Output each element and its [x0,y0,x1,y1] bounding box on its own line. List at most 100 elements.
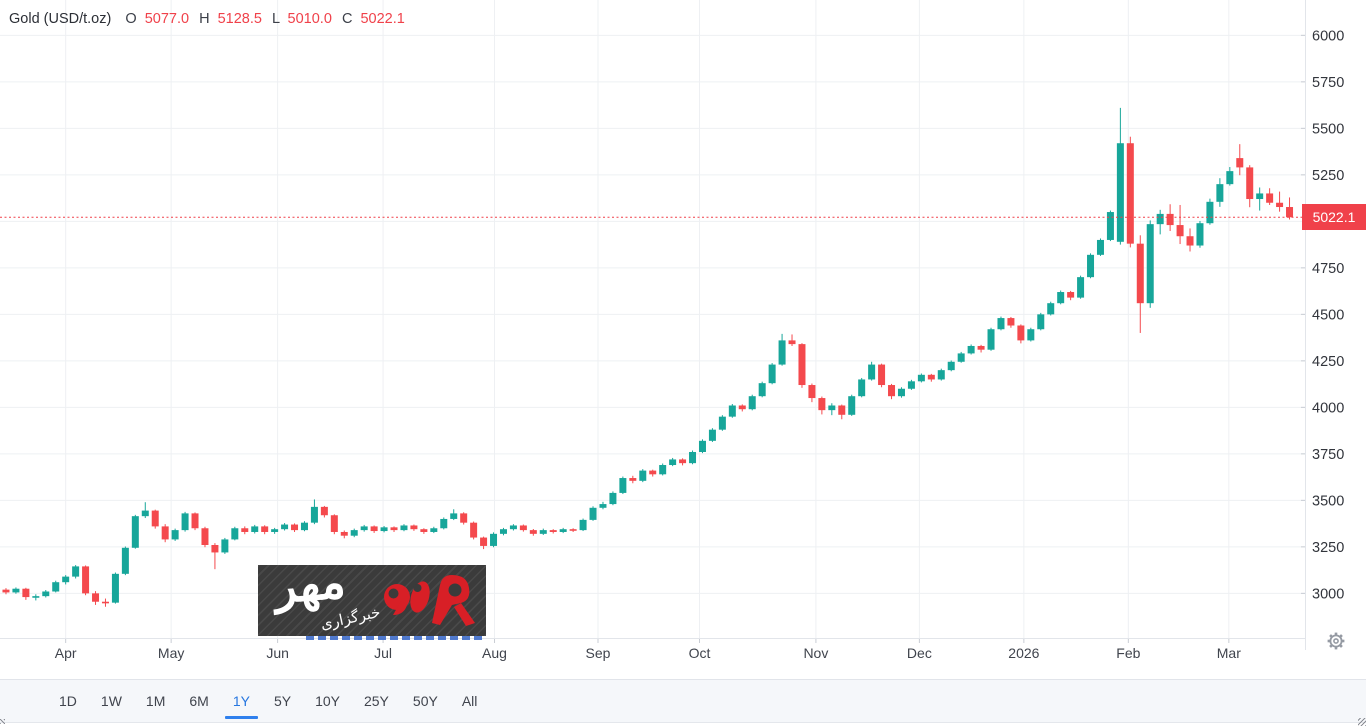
candle-body [490,533,498,546]
candle-body [1156,213,1164,225]
candle-body [1276,202,1284,208]
candle-body [131,516,139,548]
candle-body [569,529,577,531]
gear-icon[interactable] [1327,632,1345,650]
gear-ring [1329,634,1343,648]
candle-body [1047,303,1055,315]
price-tick-label: 3000 [1312,586,1344,602]
candle-body [888,385,896,397]
candle-body [1216,184,1224,202]
candle-body [2,589,10,593]
range-button-5y[interactable]: 5Y [262,680,303,722]
range-button-6m[interactable]: 6M [177,680,220,722]
range-button-1d[interactable]: 1D [47,680,89,722]
candle-body [718,416,726,430]
month-tick-label: Feb [1116,645,1140,661]
candle-body [788,340,796,345]
month-tick-label: Mar [1217,645,1241,661]
candle-body [251,526,259,532]
candle-body [1037,314,1045,330]
ohlc-legend: Gold (USD/t.oz) O 5077.0 H 5128.5 L 5010… [9,11,405,27]
candle-body [360,526,368,531]
candle-body [42,591,50,597]
month-tick-label: Aug [482,645,507,661]
candle-body [728,405,736,417]
candle-body [410,525,418,530]
candle-body [858,379,866,397]
candle-body [440,518,448,529]
candle-body [649,470,657,475]
candle-body [300,522,308,531]
candle-body [549,530,557,532]
candle-body [748,396,756,410]
candle-body [22,588,30,598]
candle-body [470,522,478,538]
candle-body [808,385,816,399]
candle-body [32,596,40,598]
range-button-25y[interactable]: 25Y [352,680,401,722]
range-button-50y[interactable]: 50Y [401,680,450,722]
candle-body [221,539,229,553]
candle-body [1146,224,1154,304]
range-button-1w[interactable]: 1W [89,680,134,722]
candle-body [1206,201,1214,224]
month-tick-label: May [158,645,184,661]
candle-body [878,364,886,386]
gear-hole [1333,638,1339,644]
price-tick-label: 3750 [1312,447,1344,463]
candle-body [310,506,318,523]
open-label: O [125,11,137,27]
candle-body [1116,143,1124,242]
candle-body [62,576,70,583]
month-tick-label: Nov [803,645,828,661]
candle-body [589,507,597,520]
candle-body [261,526,269,532]
resize-grip-left-icon [0,719,5,724]
candle-body [211,544,219,553]
price-tick-label: 6000 [1312,28,1344,44]
candle-body [868,364,876,380]
range-button-all[interactable]: All [450,680,490,722]
candle-body [669,459,677,466]
close-value: 5022.1 [360,11,405,27]
candlestick-chart[interactable]: 6000 5750 5500 5250 4750 4500 4250 4000 3750 3500… [0,0,1366,679]
candle-body [907,381,915,389]
range-button-1y[interactable]: 1Y [221,680,262,722]
price-tick-label: 4250 [1312,354,1344,370]
candle-body [679,459,687,464]
candle-body [1096,239,1104,255]
candle-body [798,344,806,386]
candle-body [629,478,637,481]
candle-body [947,361,955,371]
candle-body [350,530,358,536]
watermark-blue-dashes [306,636,482,640]
candle-body [1136,243,1144,304]
candle-body [201,528,209,545]
candle-body [579,519,587,531]
range-button-10y[interactable]: 10Y [303,680,352,722]
candle-body [977,345,985,350]
candle-body [1286,207,1294,218]
month-tick-label: Jul [374,645,392,661]
price-tick-label: 3250 [1312,540,1344,556]
candle-body [599,504,607,508]
candle-body [420,529,428,532]
candle-body [609,492,617,505]
candle-body [121,547,129,574]
active-range-underline [224,716,258,719]
candle-body [738,405,746,410]
candle-body [181,513,189,531]
candle-body [1256,193,1264,200]
candle-body [450,513,458,519]
candle-body [619,478,627,493]
candle-body [1166,213,1174,226]
high-label: H [199,11,210,27]
candle-body [271,529,279,532]
candle-body [1017,325,1025,341]
resize-grip-icon[interactable] [1358,718,1366,726]
candle-body [72,566,80,577]
range-button-1m[interactable]: 1M [134,680,177,722]
candle-body [1186,236,1194,246]
candle-body [1087,254,1095,278]
